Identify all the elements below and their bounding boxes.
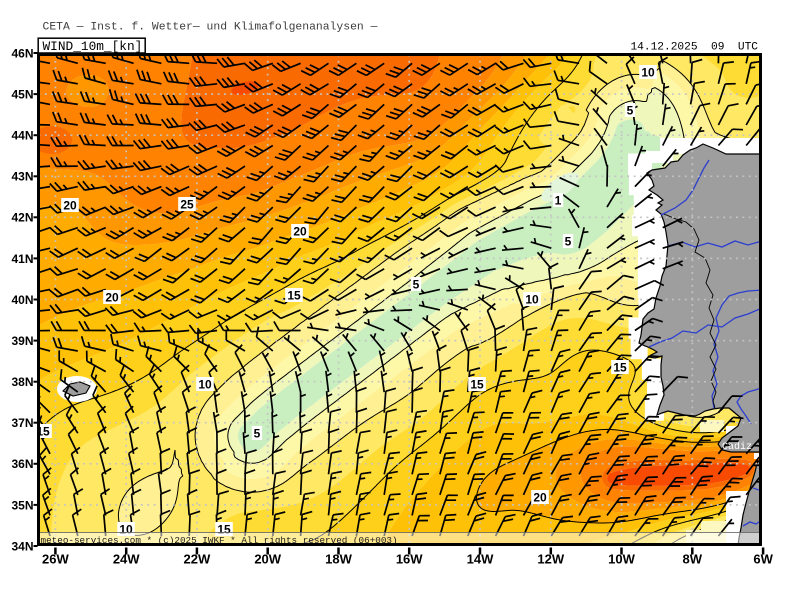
svg-text:5: 5: [565, 235, 572, 249]
svg-text:15: 15: [36, 425, 50, 439]
svg-text:37N: 37N: [11, 416, 33, 430]
svg-text:46N: 46N: [11, 46, 33, 60]
svg-text:41N: 41N: [11, 252, 33, 266]
svg-text:14W: 14W: [467, 552, 494, 567]
svg-text:43N: 43N: [11, 170, 33, 184]
svg-text:5: 5: [254, 427, 261, 441]
svg-text:42N: 42N: [11, 211, 33, 225]
svg-text:22W: 22W: [184, 552, 211, 567]
svg-text:24W: 24W: [113, 552, 140, 567]
svg-text:18W: 18W: [325, 552, 352, 567]
svg-text:20: 20: [533, 491, 547, 505]
svg-text:20W: 20W: [254, 552, 281, 567]
svg-text:15: 15: [287, 289, 301, 303]
svg-text:36N: 36N: [11, 457, 33, 471]
svg-text:10: 10: [198, 378, 212, 392]
svg-text:6W: 6W: [753, 552, 773, 567]
svg-text:Cadiz: Cadiz: [722, 441, 752, 453]
svg-text:10W: 10W: [608, 552, 635, 567]
svg-text:45N: 45N: [11, 88, 33, 102]
svg-text:20: 20: [293, 225, 307, 239]
svg-text:16W: 16W: [396, 552, 423, 567]
svg-text:10: 10: [641, 66, 655, 80]
svg-text:38N: 38N: [11, 375, 33, 389]
svg-text:25: 25: [180, 198, 194, 212]
svg-text:10: 10: [525, 293, 539, 307]
svg-text:26W: 26W: [42, 552, 69, 567]
svg-text:5: 5: [627, 104, 634, 118]
svg-text:1: 1: [555, 194, 562, 208]
svg-text:20: 20: [105, 291, 119, 305]
svg-text:15: 15: [613, 361, 627, 375]
svg-text:WIND_10m_[kn]: WIND_10m_[kn]: [43, 39, 143, 54]
svg-text:CETA — Inst. f. Wetter— und Kl: CETA — Inst. f. Wetter— und Klimafolgena…: [43, 22, 378, 34]
svg-text:15: 15: [470, 378, 484, 392]
svg-text:44N: 44N: [11, 129, 33, 143]
svg-text:8W: 8W: [683, 552, 703, 567]
svg-text:12W: 12W: [537, 552, 564, 567]
svg-text:meteo-services.com * (c)2025 I: meteo-services.com * (c)2025 IWKF * All …: [41, 535, 398, 546]
svg-text:5: 5: [413, 278, 420, 292]
svg-text:39N: 39N: [11, 334, 33, 348]
svg-text:35N: 35N: [11, 498, 33, 512]
svg-text:40N: 40N: [11, 293, 33, 307]
svg-text:14.12.2025 09 UTC: 14.12.2025 09 UTC: [630, 42, 758, 54]
svg-text:20: 20: [63, 199, 77, 213]
svg-text:34N: 34N: [11, 539, 33, 553]
